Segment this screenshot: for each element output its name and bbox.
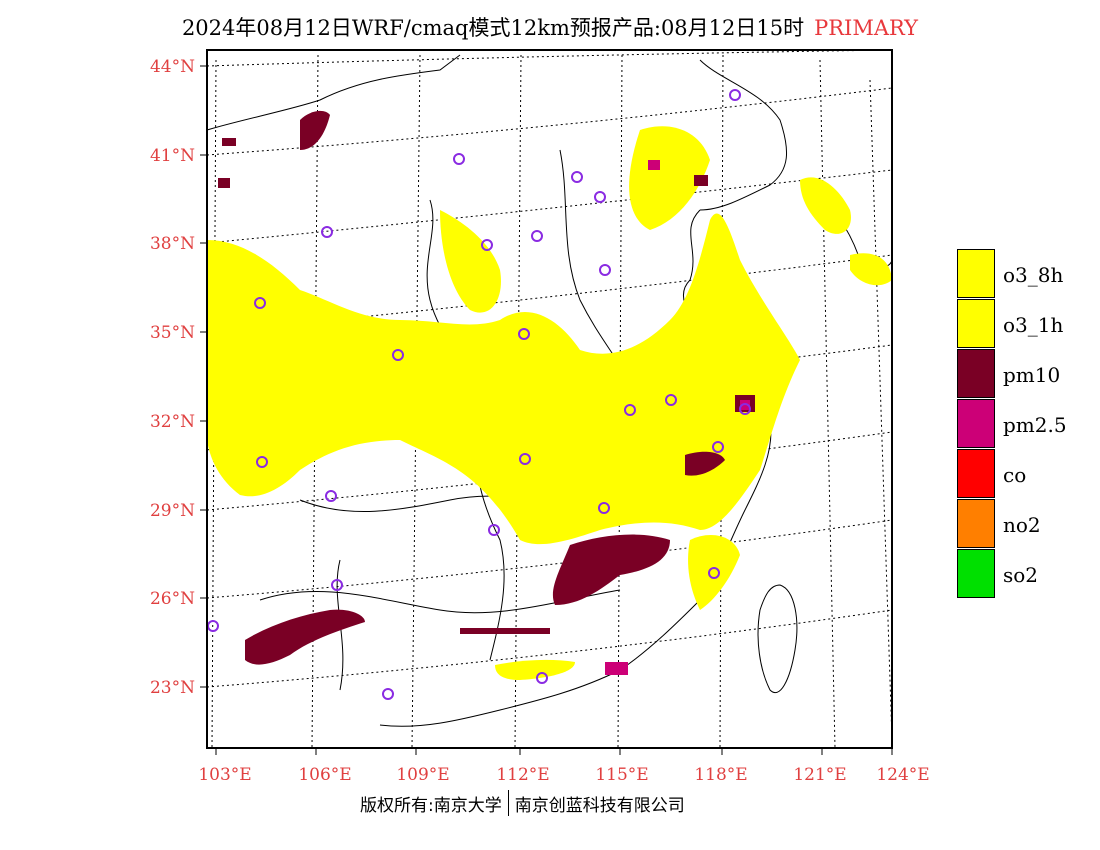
legend-label: so2 [1003,563,1039,587]
legend-swatch [957,349,995,398]
legend-label: o3_1h [1003,313,1064,337]
copyright-text: 版权所有:南京大学 [360,795,502,816]
lat-label: 35°N [150,323,195,343]
footer: 版权所有:南京大学 南京创蓝科技有限公司 [360,790,685,816]
lat-label: 23°N [150,678,195,698]
lat-label: 32°N [150,412,195,432]
lon-label: 112°E [496,765,549,785]
lon-label: 109°E [396,765,449,785]
monitoring-stations [207,89,751,700]
legend-label: co [1003,463,1027,487]
lat-label: 41°N [150,146,195,166]
lat-label: 29°N [150,501,195,521]
legend-swatch [957,399,995,448]
lat-label: 26°N [150,589,195,609]
legend-label: pm10 [1003,363,1061,387]
lat-label: 38°N [150,234,195,254]
legend-swatch [957,549,995,598]
legend-label: pm2.5 [1003,413,1067,437]
lon-label: 106°E [298,765,351,785]
map-title: 2024年08月12日WRF/cmaq模式12km预报产品:08月12日15时 P… [0,12,1100,42]
axis-ticks [200,65,893,755]
legend-swatch [957,249,995,298]
o3-areas [207,126,892,680]
lat-labels: 44°N 41°N 38°N 35°N 32°N 29°N 26°N 23°N [150,57,195,698]
lon-label: 121°E [793,765,846,785]
legend-label: o3_8h [1003,263,1064,287]
legend-label: no2 [1003,513,1041,537]
lon-label: 103°E [198,765,251,785]
company-text: 南京创蓝科技有限公司 [514,795,685,816]
title-tag: PRIMARY [814,16,919,40]
legend-swatch [957,299,995,348]
pm25-areas [605,160,750,675]
legend-swatch [957,449,995,498]
lon-label: 118°E [694,765,747,785]
footer-separator [507,790,509,816]
lon-label: 115°E [595,765,648,785]
map-frame [206,49,893,749]
lon-label: 124°E [876,765,929,785]
legend-swatch [957,499,995,548]
title-main: 2024年08月12日WRF/cmaq模式12km预报产品:08月12日15时 [181,16,805,40]
lon-labels: 103°E 106°E 109°E 112°E 115°E 118°E 121°… [198,765,929,785]
lat-label: 44°N [150,57,195,77]
